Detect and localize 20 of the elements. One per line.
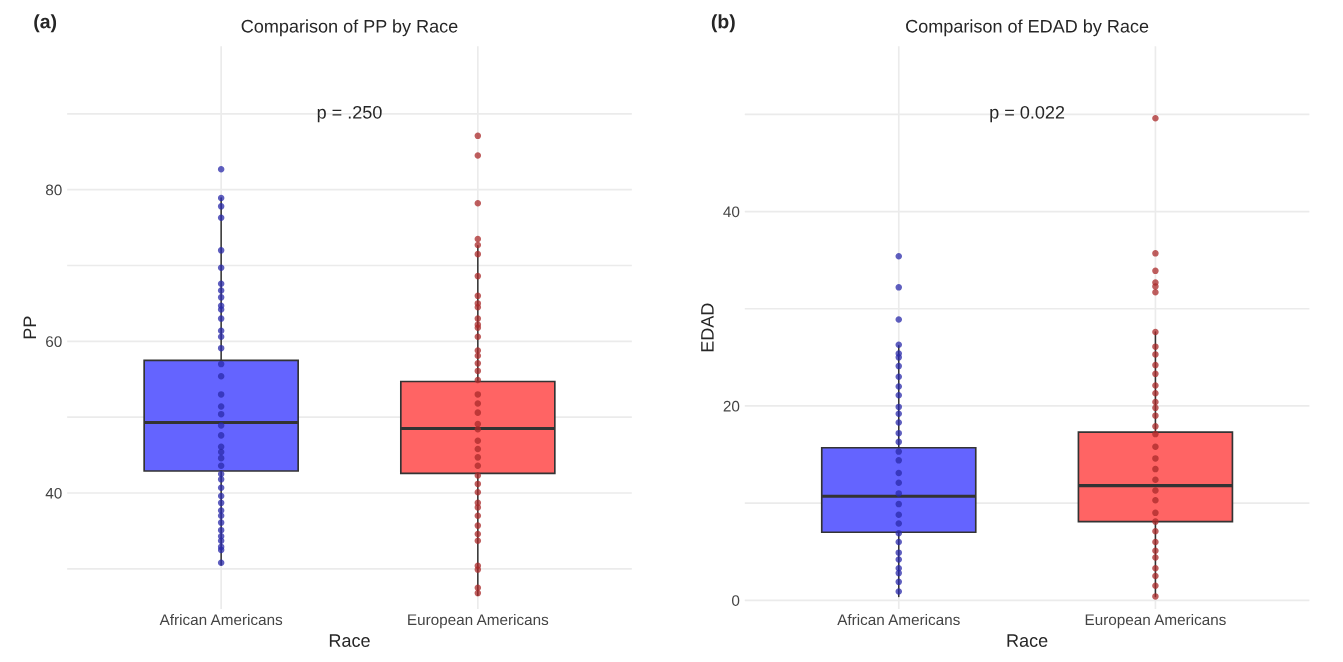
annotation: p = .250 bbox=[317, 105, 382, 123]
y-axis-title: PP bbox=[23, 316, 36, 339]
x-tick-label: African Americans bbox=[159, 613, 283, 626]
x-tick-label: European Americans bbox=[1085, 613, 1226, 629]
x-axis-title: Race bbox=[329, 634, 370, 647]
y-tick-label: 40 bbox=[723, 206, 740, 218]
y-tick-label: 20 bbox=[723, 400, 740, 412]
x-axis-title: Race bbox=[1007, 634, 1048, 647]
x-tick-label: European Americans bbox=[408, 613, 549, 629]
y-tick-label: 40 bbox=[45, 487, 62, 499]
y-tick-label: 60 bbox=[46, 336, 62, 348]
chart-title: Comparison of EDAD by Race bbox=[906, 19, 1149, 37]
chart-title: Comparison of PP by Race bbox=[241, 19, 458, 37]
y-tick-label: 0 bbox=[731, 595, 740, 606]
y-axis-title: EDAD bbox=[701, 303, 714, 352]
text: (a) bbox=[34, 14, 57, 33]
x-tick-label: African Americans bbox=[837, 613, 960, 626]
y-tick-label: 80 bbox=[45, 184, 62, 196]
annotation: p = 0.022 bbox=[990, 105, 1065, 123]
text: (b) bbox=[711, 14, 735, 33]
